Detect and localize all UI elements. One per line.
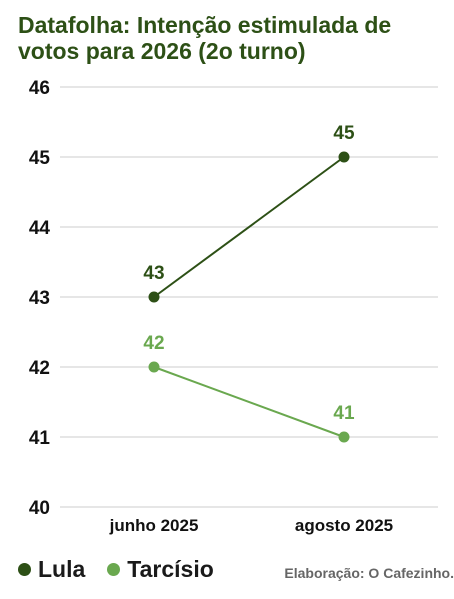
y-tick-label: 46 [29,78,50,99]
y-tick-label: 44 [29,218,51,239]
data-label: 43 [143,263,164,284]
legend-item-lula: Lula [18,556,85,583]
y-tick-label: 45 [29,148,51,169]
legend-label-tarcisio: Tarcísio [127,556,214,582]
data-point [338,431,350,443]
data-label: 45 [333,123,355,144]
legend-marker-tarcisio [107,563,121,576]
series-line [153,366,345,438]
legend-marker-lula [18,563,31,576]
y-tick-label: 40 [29,498,50,519]
data-point [148,361,160,373]
series-lines: 43 45 42 41 [143,123,355,443]
legend: Lula Tarcísio [18,556,236,583]
source-credit: Elaboração: O Cafezinho. [284,565,454,581]
x-tick-label: agosto 2025 [295,516,393,535]
legend-item-tarcisio: Tarcísio [107,556,214,583]
series-line [153,156,345,298]
legend-label-lula: Lula [38,556,86,582]
chart-title: Datafolha: Intenção estimulada de votos … [18,12,392,64]
data-point [148,291,160,303]
data-label: 41 [333,403,355,424]
data-label: 42 [143,333,164,354]
y-axis-ticks: 40 41 42 43 44 45 46 [29,78,51,519]
y-tick-label: 41 [29,428,51,449]
y-tick-label: 42 [29,358,50,379]
x-axis-ticks: junho 2025 agosto 2025 [109,516,394,535]
data-point [338,151,350,163]
gridlines [60,86,438,508]
y-tick-label: 43 [29,288,50,309]
x-tick-label: junho 2025 [109,516,199,535]
